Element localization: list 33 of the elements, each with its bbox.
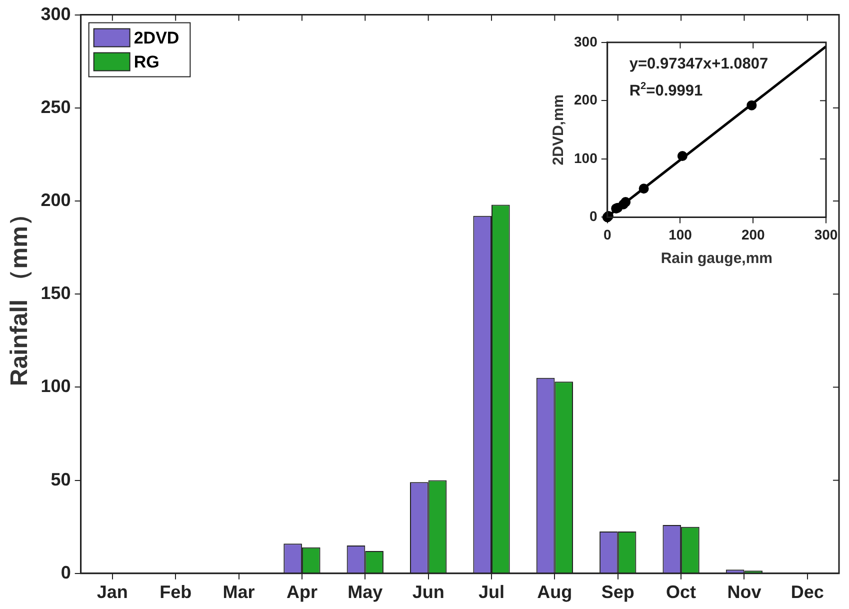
x-tick-label: Nov <box>727 582 762 602</box>
x-tick-label: Oct <box>666 582 696 602</box>
y-axis-title: Rainfall （mm） <box>6 202 34 386</box>
x-tick-label: 100 <box>668 226 692 242</box>
x-tick-label: Jul <box>478 582 505 602</box>
legend-label: RG <box>134 52 160 72</box>
x-tick-label: Sep <box>601 582 634 602</box>
y-tick-label: 0 <box>60 562 71 582</box>
x-tick-label: 200 <box>741 226 766 242</box>
x-tick-label: 0 <box>603 226 612 242</box>
y-tick-label: 50 <box>50 469 71 490</box>
x-tick-label: Jan <box>96 582 128 602</box>
y-tick-label: 100 <box>40 376 71 396</box>
x-tick-label: Apr <box>286 582 318 602</box>
x-tick-label: Aug <box>537 582 572 602</box>
x-axis-title: Rain gauge,mm <box>660 250 773 268</box>
y-tick-label: 100 <box>574 150 598 166</box>
y-tick-label: 300 <box>40 4 71 24</box>
x-tick-label: May <box>348 582 383 602</box>
legend-label: 2DVD <box>134 28 180 48</box>
x-tick-label: Jun <box>412 582 444 602</box>
y-tick-label: 0 <box>590 208 598 224</box>
x-tick-label: 300 <box>814 226 838 242</box>
annotation: y=0.97347x+1.0807 <box>629 55 768 72</box>
y-axis-title: 2DVD,mm <box>550 94 568 166</box>
y-tick-label: 250 <box>40 96 71 117</box>
y-tick-label: 200 <box>574 92 598 108</box>
x-tick-label: Feb <box>160 582 192 602</box>
x-tick-label: Mar <box>222 582 255 602</box>
y-tick-label: 300 <box>574 33 598 50</box>
x-tick-label: Dec <box>790 582 824 602</box>
y-tick-label: 200 <box>40 190 71 210</box>
y-tick-label: 150 <box>40 283 71 304</box>
